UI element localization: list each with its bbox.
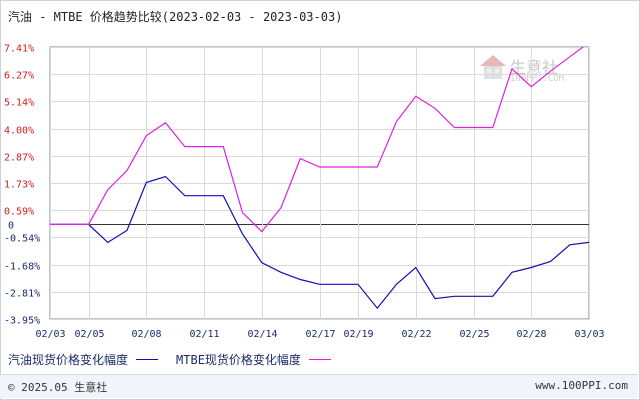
legend-label-gasoline: 汽油现货价格变化幅度 [8,352,129,367]
legend-swatch-gasoline [136,358,159,360]
x-tick-label: 02/28 [516,329,546,340]
chart-title: 汽油 - MTBE 价格趋势比较(2023-02-03 - 2023-03-03… [8,10,343,24]
y-tick-label: -2.81% [4,289,40,300]
footer-bar: © 2025.05 生意社 www.100PPI.com [0,374,638,398]
legend-swatch-mtbe [308,358,331,360]
footer-copyright: © 2025.05 生意社 [8,381,108,394]
y-tick-label: 0 [8,221,14,232]
series-line-mtbe [50,47,584,233]
chart-legend: 汽油现货价格变化幅度 MTBE现货价格变化幅度 [8,351,349,367]
x-tick-label: 02/05 [74,329,104,340]
x-tick-label: 02/17 [305,329,335,340]
x-tick-label: 02/11 [189,329,219,340]
watermark-logo: 生意社 100PPI.COM [478,52,564,86]
x-tick-label: 02/08 [131,329,161,340]
y-tick-label: 7.41% [4,44,34,55]
legend-label-mtbe: MTBE现货价格变化幅度 [176,352,301,367]
house-logo-icon [480,55,506,79]
x-tick-label: 02/22 [401,329,431,340]
y-tick-label: -0.54% [4,234,40,245]
y-tick-label: 4.00% [4,126,34,137]
y-tick-label: 5.14% [4,98,34,109]
x-tick-label: 02/14 [247,329,277,340]
watermark-name: 生意社 [510,58,559,77]
y-tick-label: 2.87% [4,153,34,164]
x-tick-label: 03/03 [574,329,604,340]
series-line-gasoline [50,175,589,310]
watermark-url: 100PPI.COM [510,74,565,84]
y-tick-label: 6.27% [4,71,34,82]
y-tick-label: 0.59% [4,207,34,218]
x-tick-label: 02/25 [459,329,489,340]
y-tick-label: -3.95% [4,316,40,327]
y-tick-label: 1.73% [4,180,34,191]
y-tick-label: -1.68% [4,262,40,273]
footer-site-link[interactable]: www.100PPI.com [535,379,628,392]
x-tick-label: 02/19 [343,329,373,340]
x-tick-label: 02/03 [35,329,65,340]
